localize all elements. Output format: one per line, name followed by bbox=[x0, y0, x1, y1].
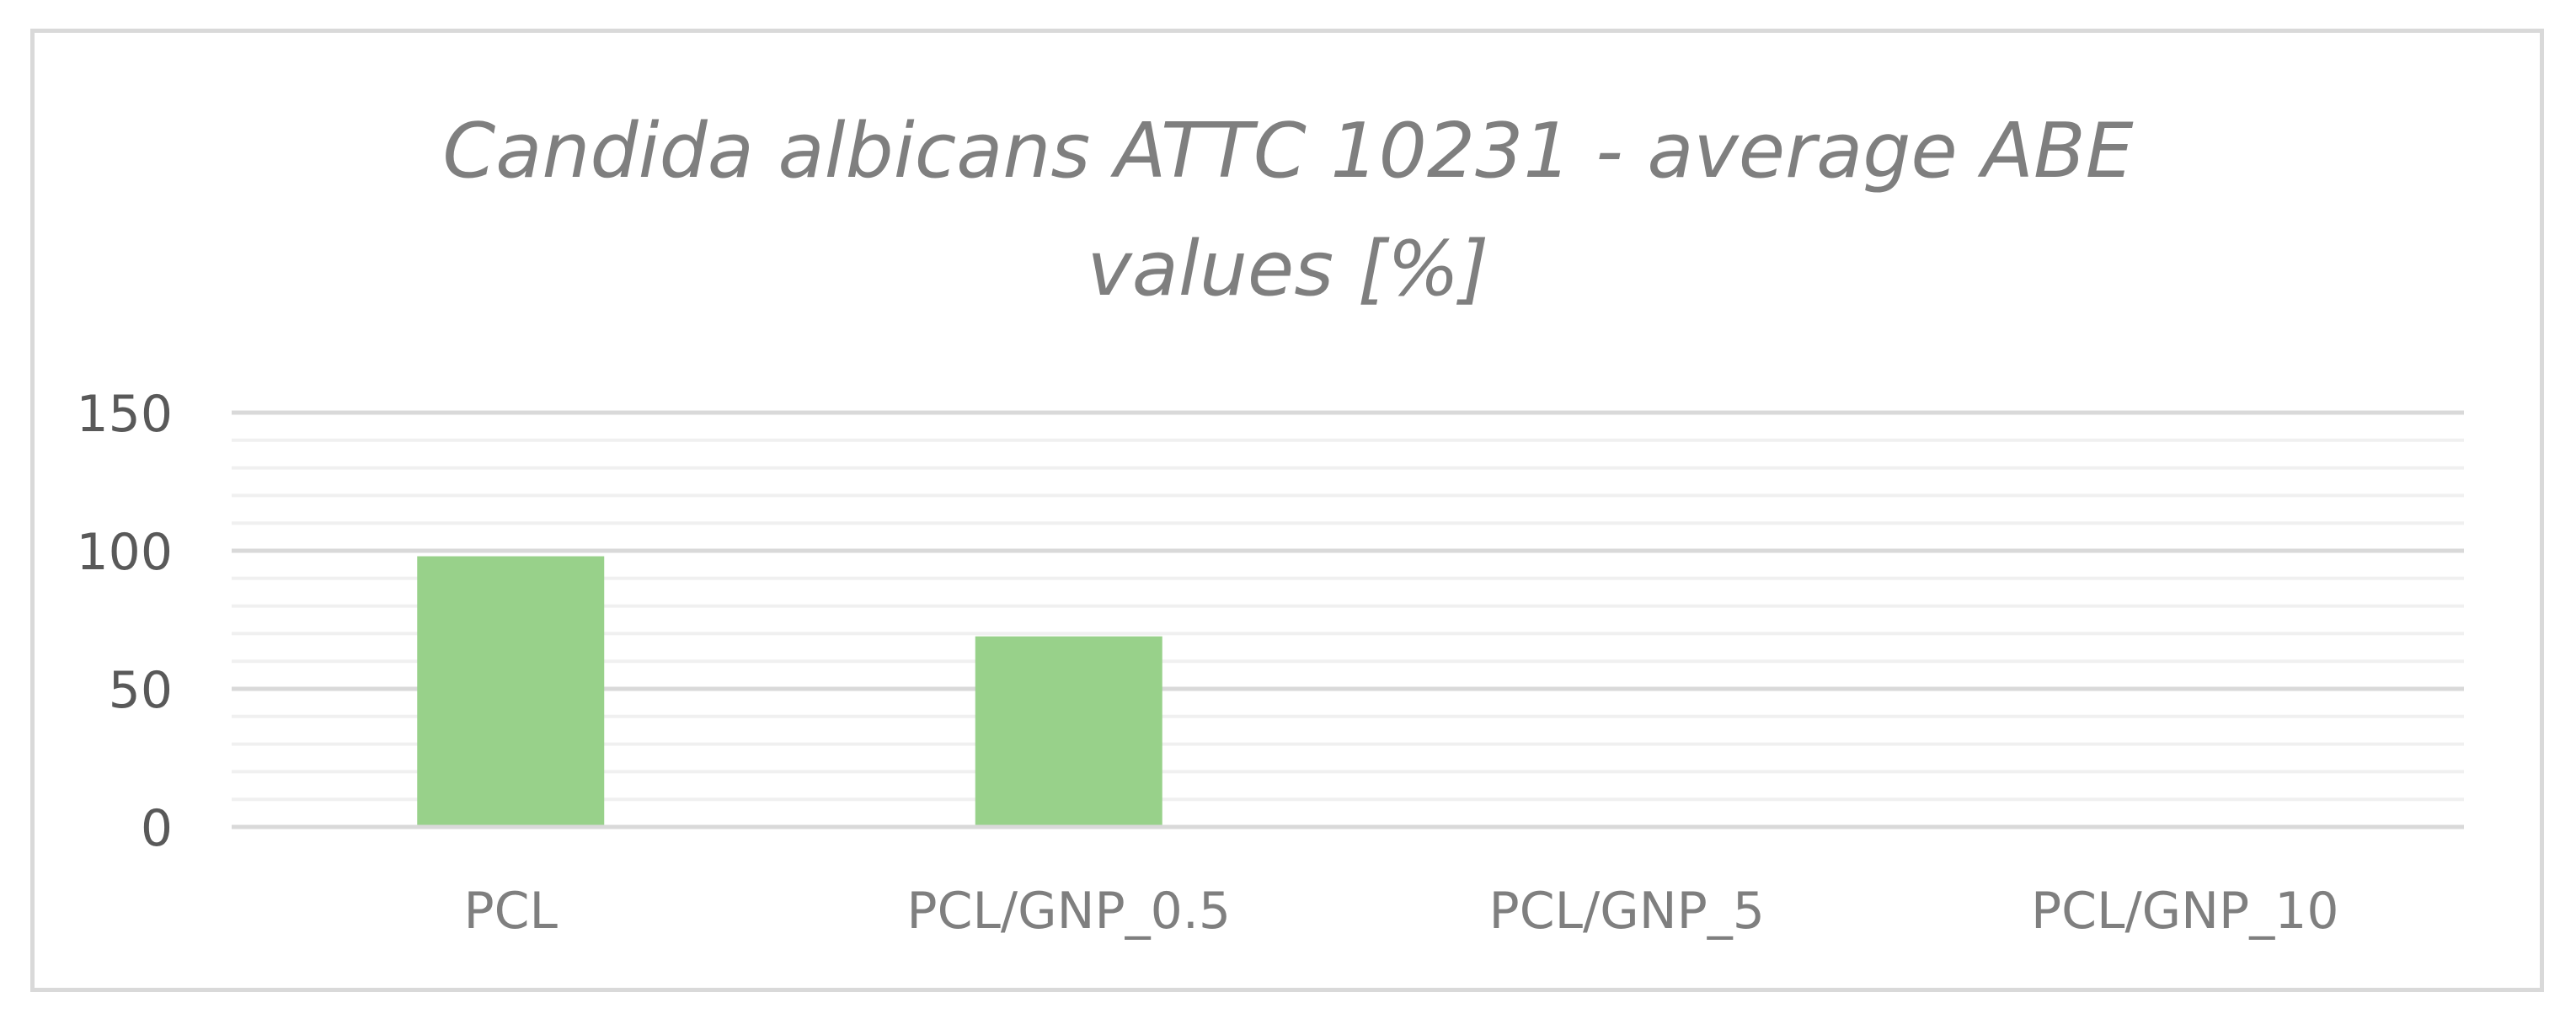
chart-title-line-2: values [%] bbox=[1087, 225, 1488, 313]
chart-title-line-1: Candida albicans ATTC 10231 - average AB… bbox=[442, 107, 2133, 195]
x-axis-category-labels: PCL PCL/GNP_0.5 PCL/GNP_5 PCL/GNP_10 bbox=[463, 882, 2338, 941]
x-category-label: PCL/GNP_0.5 bbox=[906, 882, 1231, 941]
chart-frame bbox=[30, 29, 2544, 992]
x-category-label: PCL/GNP_10 bbox=[2031, 882, 2339, 941]
y-tick-label: 150 bbox=[76, 385, 173, 444]
bars bbox=[417, 556, 1162, 827]
y-tick-label: 50 bbox=[109, 661, 173, 720]
y-tick-label: 100 bbox=[76, 523, 173, 582]
x-category-label: PCL bbox=[463, 882, 558, 941]
y-tick-label: 0 bbox=[141, 799, 173, 858]
x-category-label: PCL/GNP_5 bbox=[1489, 882, 1765, 941]
y-axis-tick-labels: 0 50 100 150 bbox=[76, 385, 173, 858]
bar-pcl-gnp-0-5 bbox=[975, 636, 1162, 827]
bar-pcl bbox=[417, 556, 605, 827]
